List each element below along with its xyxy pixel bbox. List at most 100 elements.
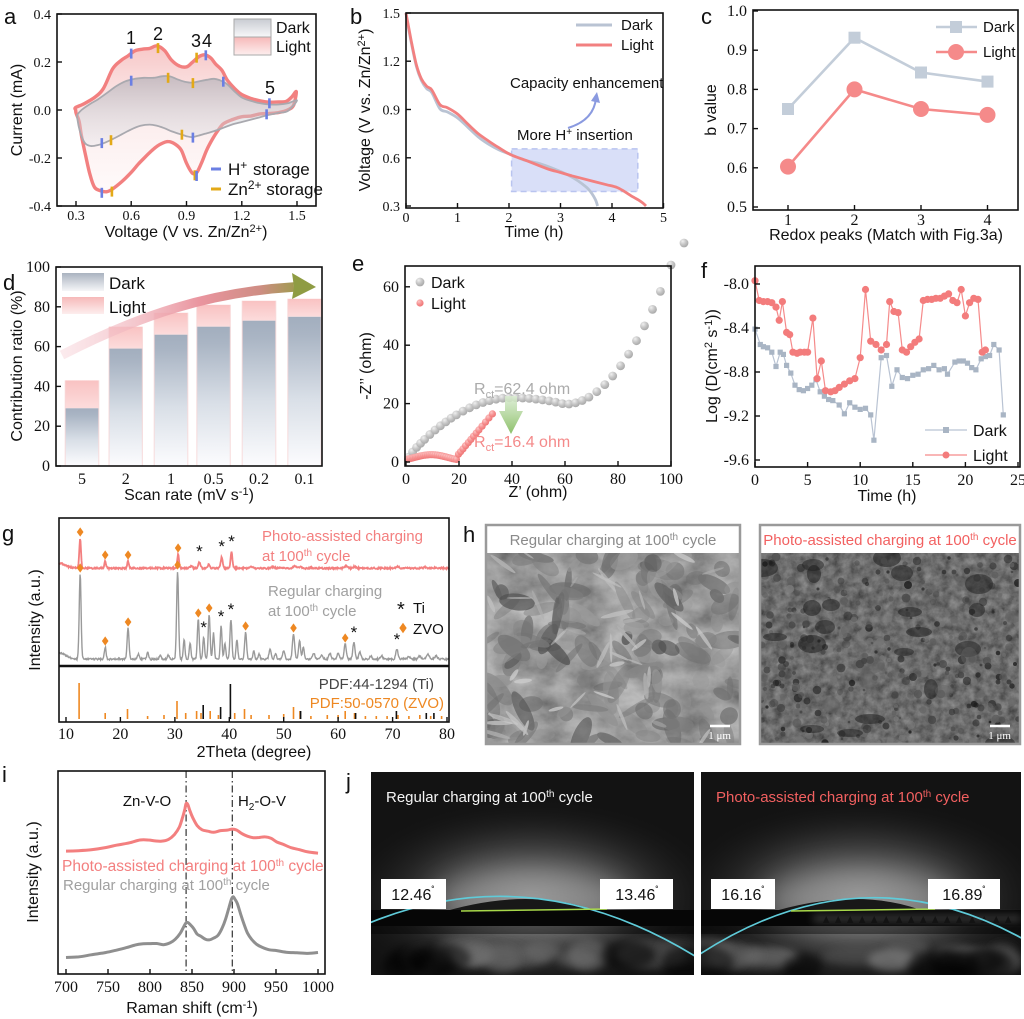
- svg-text:*: *: [351, 623, 358, 642]
- svg-text:-8.4: -8.4: [724, 320, 749, 337]
- svg-text:Ti: Ti: [413, 600, 425, 617]
- svg-text:4: 4: [984, 212, 992, 229]
- svg-text:Light: Light: [973, 448, 1008, 465]
- svg-text:Rct=16.4 ohm: Rct=16.4 ohm: [474, 434, 570, 454]
- svg-text:g: g: [2, 521, 14, 546]
- svg-text:Zn2+ storage: Zn2+ storage: [228, 178, 323, 199]
- svg-text:Time (h): Time (h): [505, 224, 564, 241]
- svg-text:60: 60: [383, 279, 399, 296]
- svg-text:0.8: 0.8: [727, 81, 747, 98]
- svg-text:f: f: [701, 258, 708, 283]
- svg-text:1.2: 1.2: [383, 55, 401, 70]
- svg-text:2: 2: [506, 211, 513, 226]
- svg-text:40: 40: [383, 337, 399, 354]
- svg-text:*: *: [200, 618, 207, 637]
- svg-text:Photo-assisted charging: Photo-assisted charging: [262, 528, 423, 545]
- svg-text:Intensity (a.u.): Intensity (a.u.): [27, 569, 44, 670]
- svg-text:0.9: 0.9: [727, 42, 747, 59]
- svg-text:h: h: [463, 522, 475, 547]
- svg-text:2: 2: [153, 24, 163, 44]
- svg-text:4: 4: [202, 31, 212, 51]
- svg-text:40: 40: [34, 378, 50, 395]
- svg-text:0.7: 0.7: [727, 121, 747, 138]
- svg-text:ZVO: ZVO: [413, 621, 444, 638]
- svg-text:16.16˚: 16.16˚: [721, 885, 764, 904]
- svg-text:1.0: 1.0: [727, 3, 747, 20]
- svg-text:3: 3: [557, 211, 564, 226]
- svg-text:80: 80: [610, 471, 626, 488]
- svg-text:b value: b value: [703, 84, 720, 136]
- svg-text:0.5: 0.5: [727, 199, 747, 216]
- svg-text:0.5: 0.5: [204, 471, 224, 488]
- svg-text:20: 20: [451, 471, 467, 488]
- svg-text:Rct=62.4 ohm: Rct=62.4 ohm: [474, 381, 570, 401]
- svg-text:12.46˚: 12.46˚: [391, 885, 434, 904]
- svg-text:Light: Light: [431, 296, 466, 313]
- svg-text:Light: Light: [276, 39, 311, 56]
- svg-text:Contribution ratio (%): Contribution ratio (%): [9, 290, 26, 441]
- svg-text:0.9: 0.9: [383, 104, 401, 119]
- svg-text:0: 0: [42, 458, 50, 475]
- svg-text:Dark: Dark: [431, 275, 466, 292]
- svg-text:at 100th cycle: at 100th cycle: [262, 548, 350, 565]
- svg-text:80: 80: [439, 726, 455, 743]
- svg-text:Voltage (V vs. Zn/Zn2+): Voltage (V vs. Zn/Zn2+): [105, 223, 268, 241]
- svg-text:Z’ (ohm): Z’ (ohm): [509, 484, 568, 501]
- svg-text:at 100th cycle: at 100th cycle: [268, 603, 356, 620]
- svg-text:0.4: 0.4: [34, 8, 52, 23]
- svg-text:i: i: [2, 762, 7, 787]
- svg-text:60: 60: [330, 726, 346, 743]
- svg-text:Regular charging at 100th cycl: Regular charging at 100th cycle: [386, 789, 593, 806]
- svg-text:60: 60: [34, 339, 50, 356]
- svg-text:Photo-assisted charging at 100: Photo-assisted charging at 100th cycle: [763, 532, 1017, 549]
- svg-text:Photo-assisted charging at 100: Photo-assisted charging at 100th cycle: [62, 858, 324, 875]
- svg-text:40: 40: [504, 471, 520, 488]
- svg-text:Log (D(cm2 s-1)): Log (D(cm2 s-1)): [703, 309, 721, 423]
- svg-text:-0.4: -0.4: [29, 200, 51, 215]
- svg-text:1.5: 1.5: [288, 209, 306, 224]
- svg-text:950: 950: [264, 979, 288, 996]
- svg-text:80: 80: [34, 299, 50, 316]
- svg-text:-8.0: -8.0: [724, 276, 749, 293]
- svg-text:j: j: [345, 769, 351, 794]
- svg-text:-8.8: -8.8: [724, 364, 749, 381]
- svg-text:e: e: [352, 251, 364, 276]
- svg-text:750: 750: [96, 979, 120, 996]
- svg-text:Current (mA): Current (mA): [9, 64, 26, 156]
- svg-text:100: 100: [659, 471, 683, 488]
- svg-text:*: *: [394, 630, 401, 649]
- svg-text:c: c: [701, 4, 712, 29]
- svg-text:2Theta (degree): 2Theta (degree): [197, 744, 312, 761]
- svg-text:0.0: 0.0: [34, 104, 52, 119]
- svg-text:Dark: Dark: [621, 17, 653, 34]
- svg-text:Redox peaks (Match with Fig.3a: Redox peaks (Match with Fig.3a): [769, 227, 1003, 244]
- svg-text:Light: Light: [621, 37, 654, 54]
- svg-text:0: 0: [391, 454, 399, 471]
- svg-text:0.2: 0.2: [249, 471, 269, 488]
- svg-text:*: *: [218, 537, 225, 556]
- svg-text:0: 0: [751, 472, 759, 489]
- svg-text:Light: Light: [109, 298, 146, 317]
- svg-text:60: 60: [557, 471, 573, 488]
- svg-text:0.2: 0.2: [34, 56, 52, 71]
- svg-text:20: 20: [383, 396, 399, 413]
- svg-text:Regular charging: Regular charging: [268, 583, 382, 600]
- svg-text:1: 1: [784, 212, 792, 229]
- svg-text:5: 5: [804, 472, 812, 489]
- svg-text:13.46˚: 13.46˚: [615, 885, 658, 904]
- svg-text:-Z’’ (ohm): -Z’’ (ohm): [358, 332, 375, 400]
- svg-text:1.2: 1.2: [233, 209, 251, 224]
- svg-text:5: 5: [265, 78, 275, 98]
- svg-text:a: a: [4, 4, 17, 29]
- svg-text:25: 25: [1010, 472, 1024, 489]
- svg-text:-9.2: -9.2: [724, 408, 749, 425]
- svg-text:0: 0: [402, 471, 410, 488]
- svg-text:1: 1: [167, 471, 175, 488]
- svg-text:2: 2: [122, 471, 130, 488]
- svg-text:0.6: 0.6: [122, 209, 140, 224]
- svg-text:20: 20: [112, 726, 128, 743]
- svg-text:1000: 1000: [302, 979, 334, 996]
- svg-text:Time (h): Time (h): [858, 488, 917, 505]
- svg-text:*: *: [218, 607, 225, 626]
- svg-text:d: d: [3, 270, 15, 295]
